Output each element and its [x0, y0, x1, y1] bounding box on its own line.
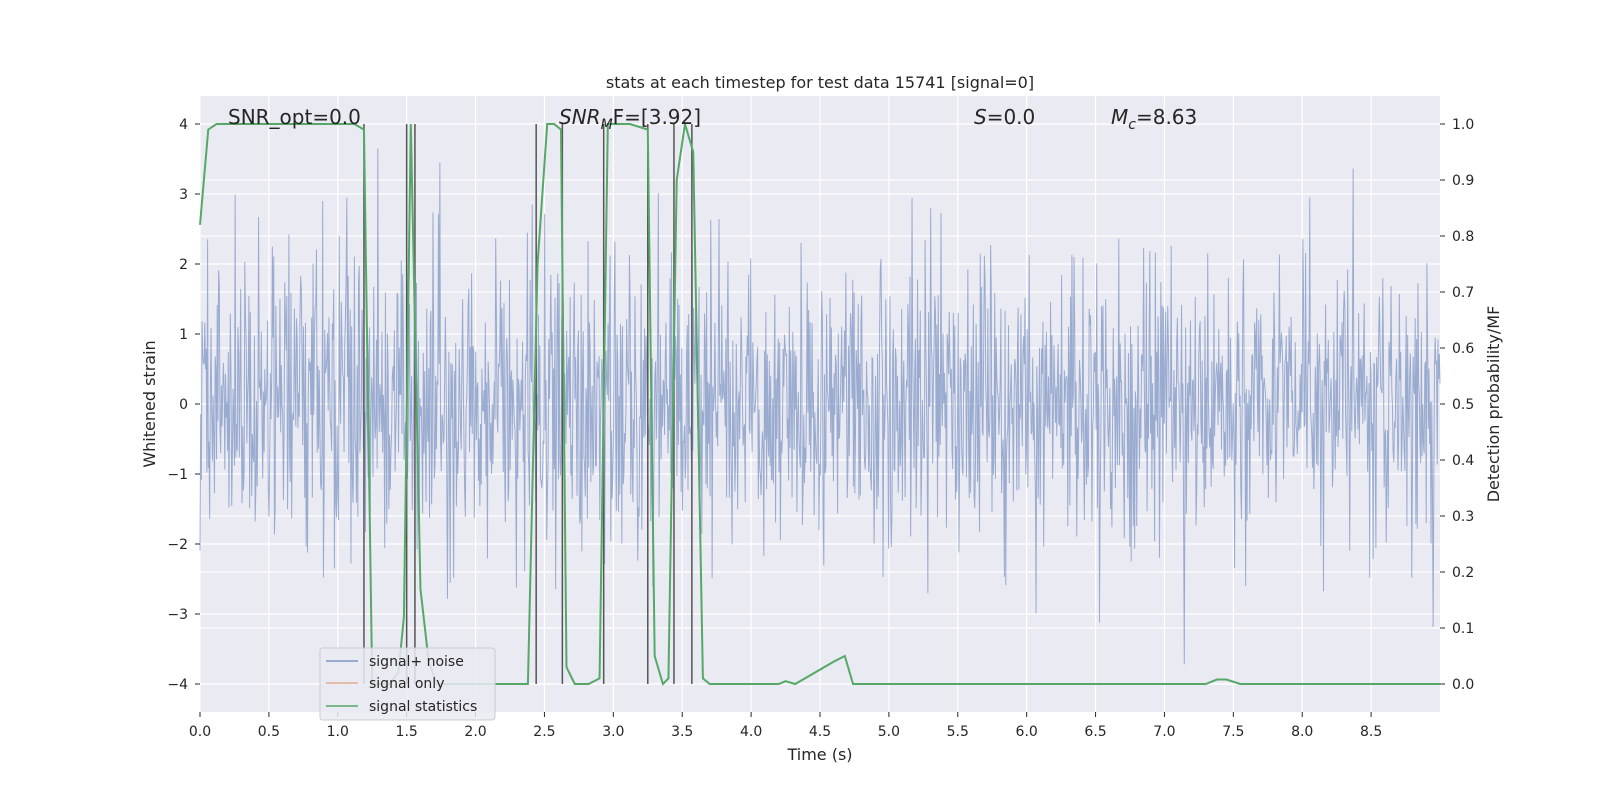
x-tick-label: 8.5	[1360, 724, 1382, 740]
x-tick-label: 7.0	[1153, 724, 1175, 740]
annotation-snr-opt: SNR_opt=0.0	[228, 105, 361, 129]
y-tick-label-right: 0.0	[1452, 677, 1474, 693]
y-tick-label-left: 4	[179, 117, 188, 133]
legend-box	[319, 647, 496, 721]
x-tick-label: 5.5	[947, 724, 969, 740]
y-tick-label-right: 0.9	[1452, 173, 1474, 189]
x-tick-label: 6.0	[1016, 724, 1038, 740]
x-tick-label: 4.5	[809, 724, 831, 740]
y-tick-label-right: 1.0	[1452, 117, 1474, 133]
x-tick-label: 3.5	[671, 724, 693, 740]
chart-title: stats at each timestep for test data 157…	[606, 73, 1034, 92]
y-ticks-right: 0.0 0.1 0.2 0.3 0.4 0.5 0.6 0.7 0.8 0.9 1.0	[1440, 117, 1474, 693]
x-tick-label: 8.0	[1291, 724, 1313, 740]
x-tick-label: 2.0	[464, 724, 486, 740]
annotation-snr-mf-rest: F=[3.92]	[613, 105, 701, 129]
y-tick-label-left: 3	[179, 187, 188, 203]
x-tick-label: 2.5	[533, 724, 555, 740]
annotation-s: S=0.0	[974, 105, 1035, 129]
annotation-mc-sub: c	[1128, 117, 1136, 133]
y-tick-label-left: −4	[167, 677, 188, 693]
y-tick-label-left: 0	[179, 397, 188, 413]
y-tick-label-left: 1	[179, 327, 188, 343]
x-tick-label: 5.0	[878, 724, 900, 740]
x-tick-label: 1.5	[396, 724, 418, 740]
x-tick-label: 3.0	[602, 724, 624, 740]
y-tick-label-left: −3	[167, 607, 188, 623]
x-tick-label: 4.0	[740, 724, 762, 740]
annotation-s-main: S	[974, 105, 987, 129]
legend-label-signal-noise: signal+ noise	[369, 654, 464, 670]
x-tick-label: 6.5	[1084, 724, 1106, 740]
y-tick-label-left: −2	[167, 537, 188, 553]
annotation-mc-rest: =8.63	[1136, 105, 1197, 129]
y-tick-label-right: 0.4	[1452, 453, 1474, 469]
y-tick-label-right: 0.2	[1452, 565, 1474, 581]
x-tick-label: 0.0	[189, 724, 211, 740]
annotation-snr-mf: SNRMF=[3.92]	[559, 105, 701, 133]
annotation-snr-mf-main: SNR	[559, 105, 601, 129]
y-tick-label-right: 0.6	[1452, 341, 1474, 357]
legend-label-signal-only: signal only	[369, 676, 444, 692]
legend: signal+ noise signal only signal statist…	[319, 647, 496, 721]
y-tick-label-right: 0.1	[1452, 621, 1474, 637]
y-tick-label-left: −1	[167, 467, 188, 483]
x-ticks: 0.0 0.5 1.0 1.5 2.0 2.5 3.0 3.5 4.0 4.5 5.0 5.5 6.0 6…	[189, 712, 1382, 740]
y-axis-label-right: Detection probability/MF	[1484, 306, 1503, 503]
y-tick-label-right: 0.5	[1452, 397, 1474, 413]
x-axis-label: Time (s)	[786, 745, 852, 764]
annotation-snr-mf-sub: M	[601, 117, 613, 133]
x-tick-label: 7.5	[1222, 724, 1244, 740]
y-tick-label-right: 0.7	[1452, 285, 1474, 301]
y-tick-label-right: 0.3	[1452, 509, 1474, 525]
annotation-mc: Mc=8.63	[1111, 105, 1197, 133]
y-tick-label-right: 0.8	[1452, 229, 1474, 245]
legend-label-signal-statistics: signal statistics	[369, 699, 477, 715]
y-tick-label-left: 2	[179, 257, 188, 273]
x-tick-label: 0.5	[258, 724, 280, 740]
annotation-s-rest: =0.0	[987, 105, 1036, 129]
y-axis-label-left: Whitened strain	[140, 340, 159, 467]
x-tick-label: 1.0	[327, 724, 349, 740]
y-ticks-left: −4 −3 −2 −1 0 1 2 3 4	[167, 117, 200, 693]
annotation-mc-main: M	[1111, 105, 1128, 129]
